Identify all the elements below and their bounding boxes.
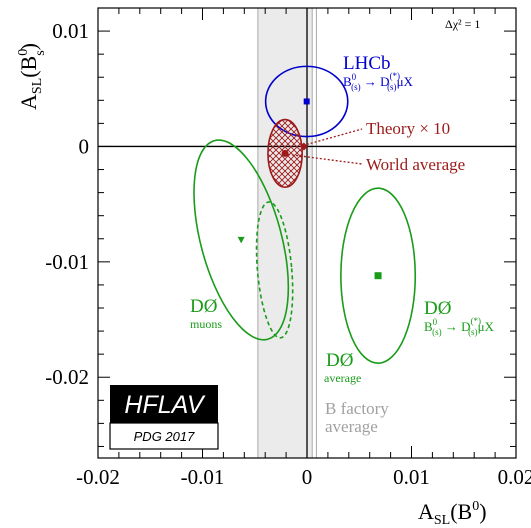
lhcb-decay-label: B0 (s) → D(*) (s)μX [343,71,414,92]
lhcb-title: LHCb [343,53,391,74]
d0-average-title: DØ [326,350,353,371]
x-tick-label: 0 [302,465,313,489]
hflav-logo: HFLAV PDG 2017 [109,385,219,450]
y-tick-label: -0.01 [45,250,89,274]
d0-muons-point [237,236,245,244]
d0-muons-sub: muons [190,317,222,331]
theory-label: Theory × 10 [366,119,450,138]
b-factory-label-line1: B factory [325,399,389,418]
d0-dstar-point [374,272,382,280]
d0-dstar-decay-label: B0 (s) → D(*) (s)μX [424,316,495,337]
x-tick-label: 0.01 [393,465,430,489]
b-factory-band [257,7,313,459]
theory-leader-line [306,128,363,146]
d0-dstar-title: DØ [424,298,451,319]
y-tick-label: 0 [79,134,90,158]
lhcb-ellipse [264,65,349,138]
d0-average-sub: average [324,371,361,385]
y-tick-label: 0.01 [52,19,89,43]
delta-chi2-annotation: Δχ² = 1 [445,17,480,31]
world-average-point [281,149,289,157]
x-axis-title: ASL(B0) [418,499,487,528]
pdg-logo-text: PDG 2017 [134,429,195,444]
world-average-label: World average [366,155,465,174]
d0-dstar-ellipse [340,187,417,364]
pdg-logo-box [109,422,219,450]
x-tick-label: -0.02 [76,465,120,489]
b-factory-label-line2: average [325,417,378,436]
hflav-logo-text: HFLAV [124,391,206,419]
theory-point [299,142,308,151]
y-axis-title: ASL(B0 s) [16,43,48,110]
d0-average-ellipse [255,201,294,339]
x-tick-label: -0.01 [181,465,225,489]
d0-muons-ellipse [193,139,290,341]
hflav-logo-box [110,385,218,423]
world-leader-line [287,153,363,165]
lhcb-point [303,98,310,105]
y-tick-label: -0.02 [45,365,89,389]
d0-muons-title: DØ [190,296,217,317]
x-tick-label: 0.02 [498,465,531,489]
